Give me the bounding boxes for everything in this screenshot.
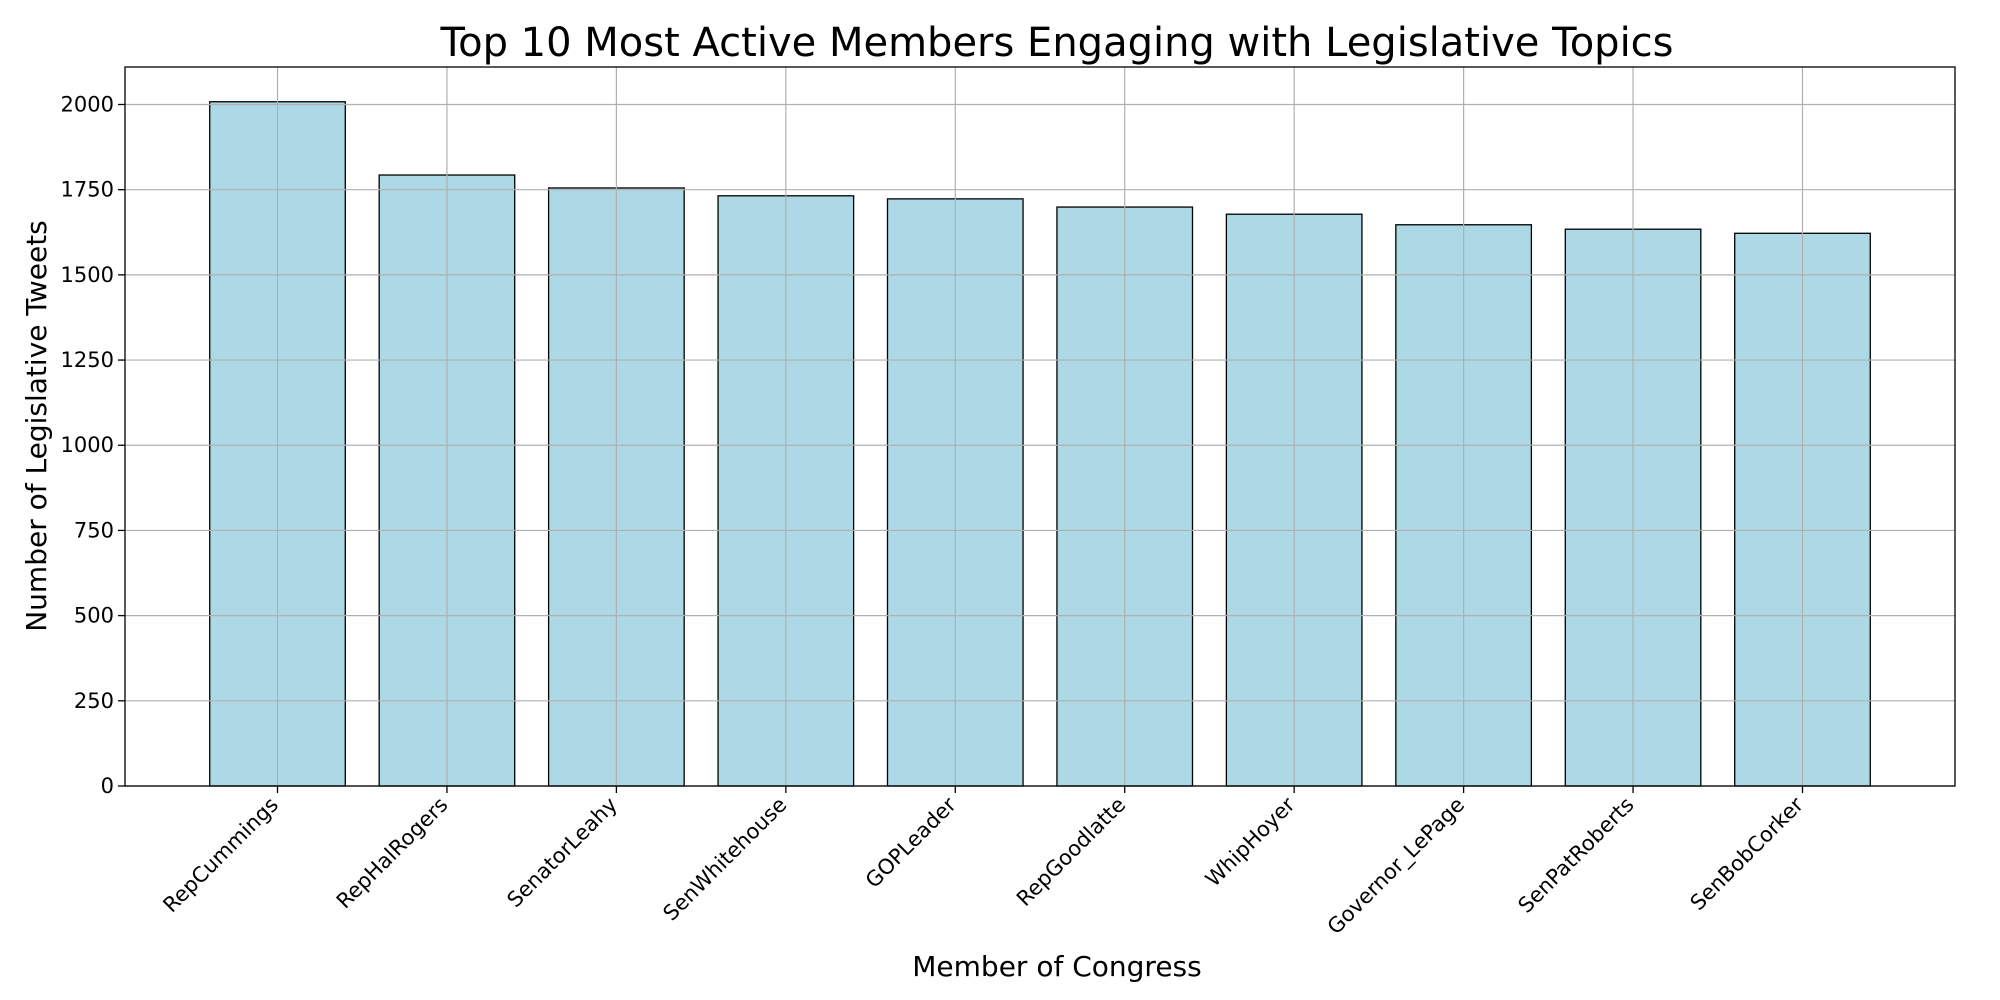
x-tick-label: Governor_LePage	[1323, 793, 1470, 940]
y-tick-label: 250	[74, 689, 114, 713]
x-tick-label: RepGoodlatte	[1012, 793, 1130, 911]
grid-lines	[125, 67, 1955, 787]
y-tick-label: 1250	[61, 348, 114, 372]
y-tick-label: 500	[74, 604, 114, 628]
x-tick-label: RepCummings	[158, 793, 283, 918]
x-tick-label: RepHalRogers	[332, 793, 453, 914]
y-tick-label: 1500	[61, 263, 114, 287]
x-axis-label: Member of Congress	[912, 950, 1201, 983]
y-tick-label: 2000	[61, 92, 114, 116]
axes-frame	[124, 66, 1956, 787]
x-tick-label: WhipHoyer	[1201, 792, 1300, 891]
x-tick-label: SenPatRoberts	[1513, 793, 1638, 918]
x-tick-label: GOPLeader	[861, 792, 961, 892]
y-tick-label: 750	[74, 518, 114, 542]
chart-title: Top 10 Most Active Members Engaging with…	[439, 20, 1673, 66]
x-tick-label: SenWhitehouse	[658, 793, 791, 926]
bars	[209, 101, 1871, 787]
y-tick-label: 1000	[61, 433, 114, 457]
x-tick-label: SenatorLeahy	[502, 793, 622, 913]
x-tick-label: SenBobCorker	[1686, 792, 1809, 915]
y-axis-ticks: 0 250 500 750 1000 1250 1500 1750 2000	[61, 92, 125, 798]
y-tick-label: 0	[101, 774, 114, 798]
y-tick-label: 1750	[61, 178, 114, 202]
y-axis-label: Number of Legislative Tweets	[20, 220, 53, 632]
x-axis-ticks: RepCummings RepHalRogers SenatorLeahy SenWh…	[158, 786, 1808, 940]
